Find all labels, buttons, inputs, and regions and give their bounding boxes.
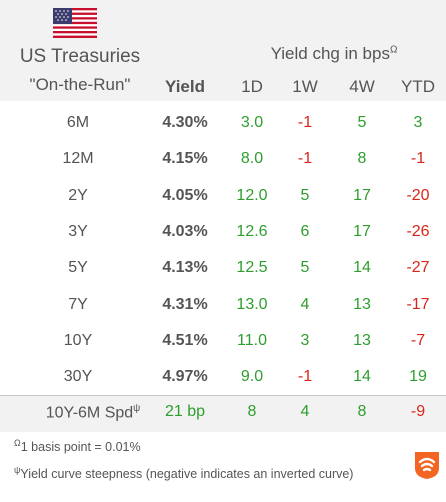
change-1d: 11.0 [237, 331, 267, 349]
table-row: 12M 4.15% 8.0 -1 8 -1 [0, 143, 446, 179]
omega-footnote-mark: Ω [389, 44, 398, 56]
change-1w: 6 [300, 222, 310, 240]
table-row: 7Y 4.31% 13.0 4 13 -17 [0, 289, 446, 325]
col-header-4w: 4W [349, 77, 375, 96]
change-1w: 4 [300, 295, 310, 313]
change-ytd: -27 [406, 259, 430, 277]
footnote-omega: Ω [14, 438, 21, 448]
spread-label: 10Y-6M Spdψ [18, 403, 168, 422]
footnote-psi: ψ [14, 465, 21, 475]
table-row: 3Y 4.03% 12.6 6 17 -26 [0, 216, 446, 252]
yield-value: 4.51% [162, 331, 208, 349]
yield-value: 4.31% [162, 295, 208, 313]
maturity-label: 5Y [68, 259, 88, 277]
footnote-steepness: ψYield curve steepness (negative indicat… [14, 465, 353, 481]
maturity-label: 30Y [63, 368, 93, 386]
change-1w: 5 [300, 259, 310, 277]
col-header-yield: Yield [165, 77, 205, 96]
change-1w: -1 [297, 150, 313, 168]
change-ytd: -1 [410, 150, 426, 168]
brand-logo-icon [415, 452, 439, 479]
change-4w: 5 [357, 114, 367, 131]
change-4w: 13 [353, 331, 371, 349]
change-4w: 17 [353, 186, 371, 204]
change-1d: 12.0 [236, 186, 268, 204]
spread-yield: 21 bp [164, 403, 206, 420]
yield-change-label: Yield chg in bps [270, 44, 390, 63]
table-row: 10Y 4.51% 11.0 3 13 -7 [0, 325, 446, 361]
psi-footnote-mark: ψ [133, 403, 141, 414]
change-4w: 8 [357, 150, 367, 168]
change-ytd: 3 [413, 114, 423, 131]
change-1d: 13.0 [236, 295, 268, 313]
yield-change-header: Yield chg in bpsΩ [222, 44, 446, 64]
maturity-label: 7Y [68, 295, 88, 313]
change-ytd: -7 [410, 331, 426, 349]
yield-value: 4.15% [162, 150, 208, 168]
table-title: US Treasuries [19, 46, 141, 67]
table-row: 30Y 4.97% 9.0 -1 14 19 [0, 361, 446, 397]
footnote-basis-point: Ω1 basis point = 0.01% [14, 438, 141, 454]
table-subtitle: "On-the-Run" [29, 75, 131, 94]
col-header-1d: 1D [241, 77, 263, 96]
change-ytd: 19 [409, 368, 427, 386]
change-ytd: -17 [406, 295, 430, 313]
table-row: 5Y 4.13% 12.5 5 14 -27 [0, 252, 446, 288]
col-header-1w: 1W [292, 77, 318, 96]
change-4w: 14 [353, 259, 371, 277]
spread-row: 10Y-6M Spdψ 21 bp 8 4 8 -9 [0, 395, 446, 432]
spread-1w: 4 [300, 403, 310, 420]
maturity-label: 6M [66, 114, 90, 131]
us-flag-icon [53, 8, 97, 38]
spread-1d: 8 [247, 403, 257, 420]
change-1d: 8.0 [240, 150, 264, 168]
change-ytd: -26 [406, 222, 430, 240]
yield-value: 4.13% [162, 259, 208, 277]
yield-value: 4.03% [162, 222, 208, 240]
change-1d: 9.0 [240, 368, 264, 386]
change-1w: 3 [300, 331, 310, 349]
table-row: 6M 4.30% 3.0 -1 5 3 [0, 107, 446, 143]
maturity-label: 3Y [68, 222, 88, 240]
change-1w: 5 [300, 186, 310, 204]
change-1w: -1 [297, 368, 313, 386]
change-1d: 12.5 [236, 259, 268, 277]
maturity-label: 12M [62, 150, 94, 168]
change-1w: -1 [297, 114, 313, 131]
maturity-label: 10Y [63, 331, 93, 349]
spread-ytd: -9 [410, 403, 426, 420]
table-row: 2Y 4.05% 12.0 5 17 -20 [0, 180, 446, 216]
spread-label-text: 10Y-6M Spd [45, 404, 134, 422]
change-1d: 12.6 [236, 222, 268, 240]
change-4w: 14 [353, 368, 371, 386]
yield-value: 4.30% [162, 114, 208, 131]
footnote-basis-point-text: 1 basis point = 0.01% [20, 440, 141, 455]
change-4w: 13 [353, 295, 371, 313]
footnote-steepness-text: Yield curve steepness (negative indicate… [20, 467, 354, 482]
yield-value: 4.97% [162, 368, 208, 386]
yield-value: 4.05% [162, 186, 208, 204]
change-4w: 17 [353, 222, 371, 240]
maturity-label: 2Y [68, 186, 88, 204]
col-header-ytd: YTD [401, 77, 435, 96]
change-ytd: -20 [406, 186, 430, 204]
spread-4w: 8 [357, 403, 367, 420]
change-1d: 3.0 [240, 114, 264, 131]
